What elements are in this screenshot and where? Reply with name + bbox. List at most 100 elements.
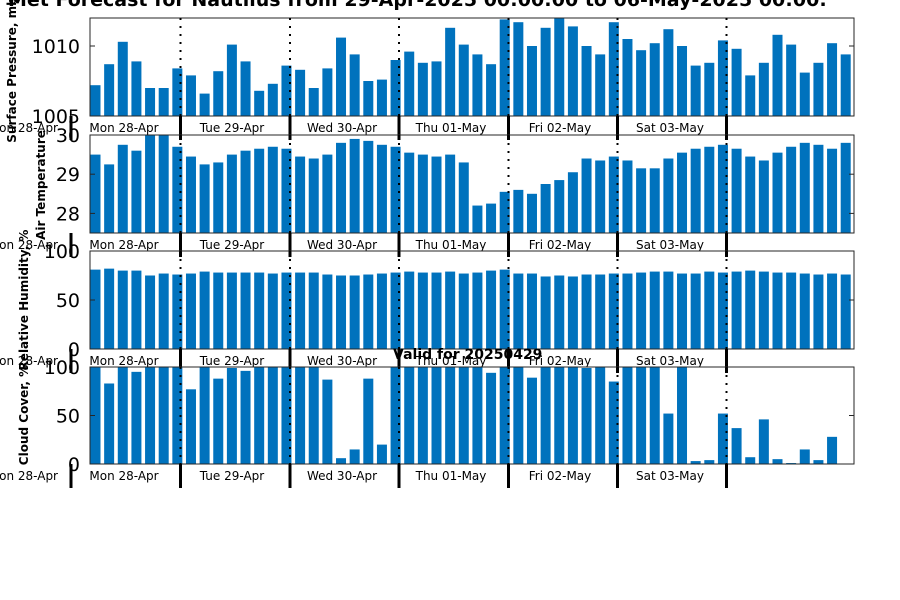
x-day-label: Fri 02-May <box>529 469 592 483</box>
bar <box>758 160 769 233</box>
axes-frame <box>89 17 855 117</box>
y-tick-label: 0 <box>68 339 80 361</box>
bar <box>745 270 756 349</box>
bar <box>117 41 128 116</box>
bar <box>786 44 797 116</box>
bar <box>690 461 701 464</box>
bar <box>363 140 374 233</box>
x-day-label: Tue 29-Apr <box>199 238 264 252</box>
bar <box>226 272 237 349</box>
bar <box>772 459 783 464</box>
bar <box>145 135 156 233</box>
bar <box>390 272 401 349</box>
bar <box>390 146 401 233</box>
bar <box>376 444 387 464</box>
x-day-label: Sat 03-May <box>636 121 704 135</box>
bar <box>199 164 210 233</box>
bar <box>636 367 647 464</box>
bar <box>213 272 224 349</box>
bar <box>622 39 633 116</box>
bar <box>145 88 156 116</box>
bar <box>145 367 156 464</box>
bar <box>554 18 565 116</box>
bar <box>158 88 169 116</box>
bar <box>117 144 128 233</box>
x-day-label: Fri 02-May <box>529 238 592 252</box>
bar <box>526 377 537 464</box>
bar <box>240 272 251 349</box>
bar <box>772 152 783 233</box>
bar <box>486 203 497 233</box>
bar <box>363 378 374 464</box>
x-day-label: Sat 03-May <box>636 238 704 252</box>
bar <box>799 449 810 464</box>
y-tick-label: 0 <box>68 454 80 476</box>
bar <box>458 44 469 116</box>
bar <box>499 191 510 233</box>
y-tick-label: 1005 <box>32 106 80 128</box>
bar <box>404 367 415 464</box>
bar <box>581 46 592 116</box>
bar <box>786 272 797 349</box>
bar <box>840 274 851 349</box>
bar <box>663 271 674 349</box>
bar <box>731 48 742 116</box>
bar <box>281 148 292 233</box>
bar <box>472 205 483 233</box>
bar <box>622 160 633 233</box>
bar <box>417 154 428 233</box>
bar <box>486 64 497 116</box>
bar <box>349 138 360 233</box>
x-day-label: Mon 28-Apr <box>89 238 158 252</box>
bar <box>226 154 237 233</box>
bar <box>472 367 483 464</box>
bar <box>554 367 565 464</box>
bar <box>376 79 387 116</box>
bar <box>131 371 142 464</box>
bar <box>581 274 592 349</box>
bar <box>608 22 619 117</box>
bar <box>90 269 101 349</box>
bar <box>813 62 824 116</box>
bar <box>213 378 224 464</box>
bar <box>526 46 537 116</box>
bar <box>349 275 360 349</box>
bar <box>513 273 524 349</box>
bar <box>295 367 306 464</box>
bar <box>663 29 674 117</box>
bar <box>363 81 374 116</box>
bar <box>445 367 456 464</box>
bar <box>240 370 251 464</box>
x-day-label: Sat 03-May <box>636 469 704 483</box>
bar <box>704 271 715 349</box>
bar <box>540 184 551 233</box>
x-day-label: Thu 01-May <box>415 121 487 135</box>
bar <box>281 65 292 116</box>
bar <box>445 154 456 233</box>
bar <box>649 367 660 464</box>
bar <box>308 88 319 116</box>
bar <box>704 62 715 116</box>
bar <box>745 75 756 116</box>
bar <box>417 367 428 464</box>
bar <box>131 61 142 116</box>
x-day-label: Mon 28-Apr <box>0 121 58 135</box>
bar <box>267 83 278 116</box>
bar <box>567 26 578 116</box>
bar <box>677 367 688 464</box>
y-axis-label: Surface Pressure, mb <box>5 0 19 143</box>
bar <box>90 154 101 233</box>
bar <box>799 142 810 233</box>
bar <box>267 273 278 349</box>
bar <box>608 273 619 349</box>
bar <box>690 273 701 349</box>
bar <box>649 168 660 233</box>
bar <box>608 156 619 233</box>
bar <box>513 22 524 117</box>
bar <box>649 43 660 117</box>
bar <box>240 150 251 233</box>
bar <box>117 270 128 349</box>
bar <box>813 460 824 464</box>
x-day-label: Wed 30-Apr <box>307 238 377 252</box>
